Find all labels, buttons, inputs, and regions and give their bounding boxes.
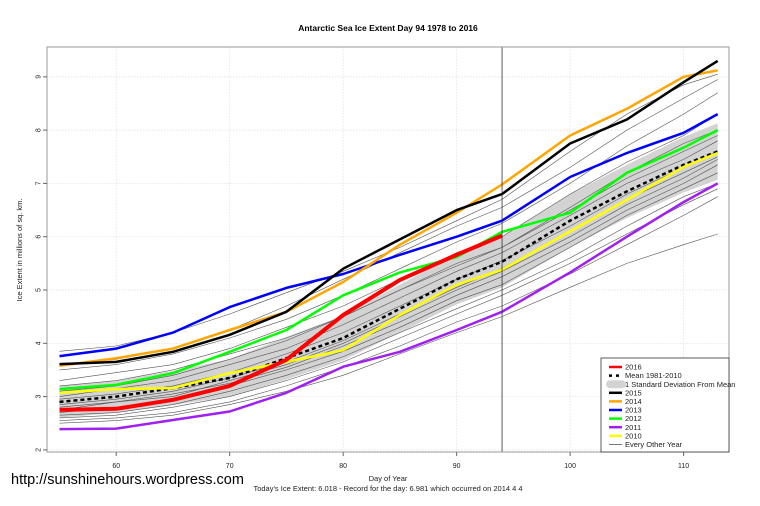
other-year-line [59, 140, 718, 397]
caption: Today's Ice Extent: 6.018 - Record for t… [253, 484, 522, 493]
other-year-line [59, 113, 718, 381]
y-tick-label: 9 [36, 75, 43, 79]
y-tick-label: 8 [36, 128, 43, 132]
chart-title: Antarctic Sea Ice Extent Day 94 1978 to … [298, 23, 478, 33]
series-line-2014 [59, 69, 718, 367]
series-line-2011 [59, 182, 719, 431]
legend-label: 2014 [625, 397, 642, 406]
series-line-2012 [59, 128, 719, 391]
y-axis: 2 3 4 5 6 7 8 9 [36, 75, 47, 452]
x-axis-label: Day of Year [369, 474, 408, 483]
legend-label: 2011 [625, 423, 641, 432]
x-tick-label: 100 [564, 463, 576, 470]
other-year-line [59, 188, 718, 419]
other-year-line [59, 196, 718, 421]
legend-box [600, 357, 730, 453]
watermark-url[interactable]: http://sunshinehours.wordpress.com [11, 472, 244, 488]
y-axis-label: Ice Extent in millions of sq. km. [15, 199, 24, 302]
other-year-line [59, 233, 718, 424]
other-year-line [59, 183, 718, 416]
legend-label: 2016 [625, 363, 642, 372]
x-tick-label: 60 [112, 463, 120, 470]
series-line-2013 [59, 113, 719, 358]
legend-label: 2010 [625, 431, 642, 440]
x-tick-label: 90 [453, 463, 461, 470]
other-year-line [59, 164, 718, 408]
legend-label: 2012 [625, 414, 642, 423]
y-tick-label: 4 [36, 341, 43, 345]
legend-label: 2015 [625, 388, 642, 397]
y-tick-label: 6 [36, 235, 43, 239]
year-series [59, 59, 719, 431]
y-tick-label: 3 [36, 395, 43, 399]
legend-label: Every Other Year [625, 440, 683, 449]
x-tick-label: 80 [339, 463, 347, 470]
other-year-line [59, 92, 718, 371]
y-tick-label: 2 [36, 448, 43, 452]
series-line-2010 [59, 151, 719, 395]
other-year-line [59, 159, 718, 411]
plot-frame [46, 46, 730, 453]
legend-swatch-band [606, 380, 626, 389]
x-axis: 60 70 80 90 100 110 [112, 452, 689, 470]
other-year-line [59, 151, 718, 400]
x-tick-label: 70 [226, 463, 234, 470]
series-line-2015 [59, 59, 719, 366]
y-tick-label: 5 [36, 288, 43, 292]
legend-label: 2013 [625, 406, 642, 415]
legend-label: 1 Standard Deviation From Mean [625, 380, 735, 389]
series-line-2016 [59, 233, 503, 412]
y-tick-label: 7 [36, 181, 43, 185]
x-tick-label: 110 [678, 463, 689, 470]
legend-label: Mean 1981-2010 [625, 371, 682, 380]
